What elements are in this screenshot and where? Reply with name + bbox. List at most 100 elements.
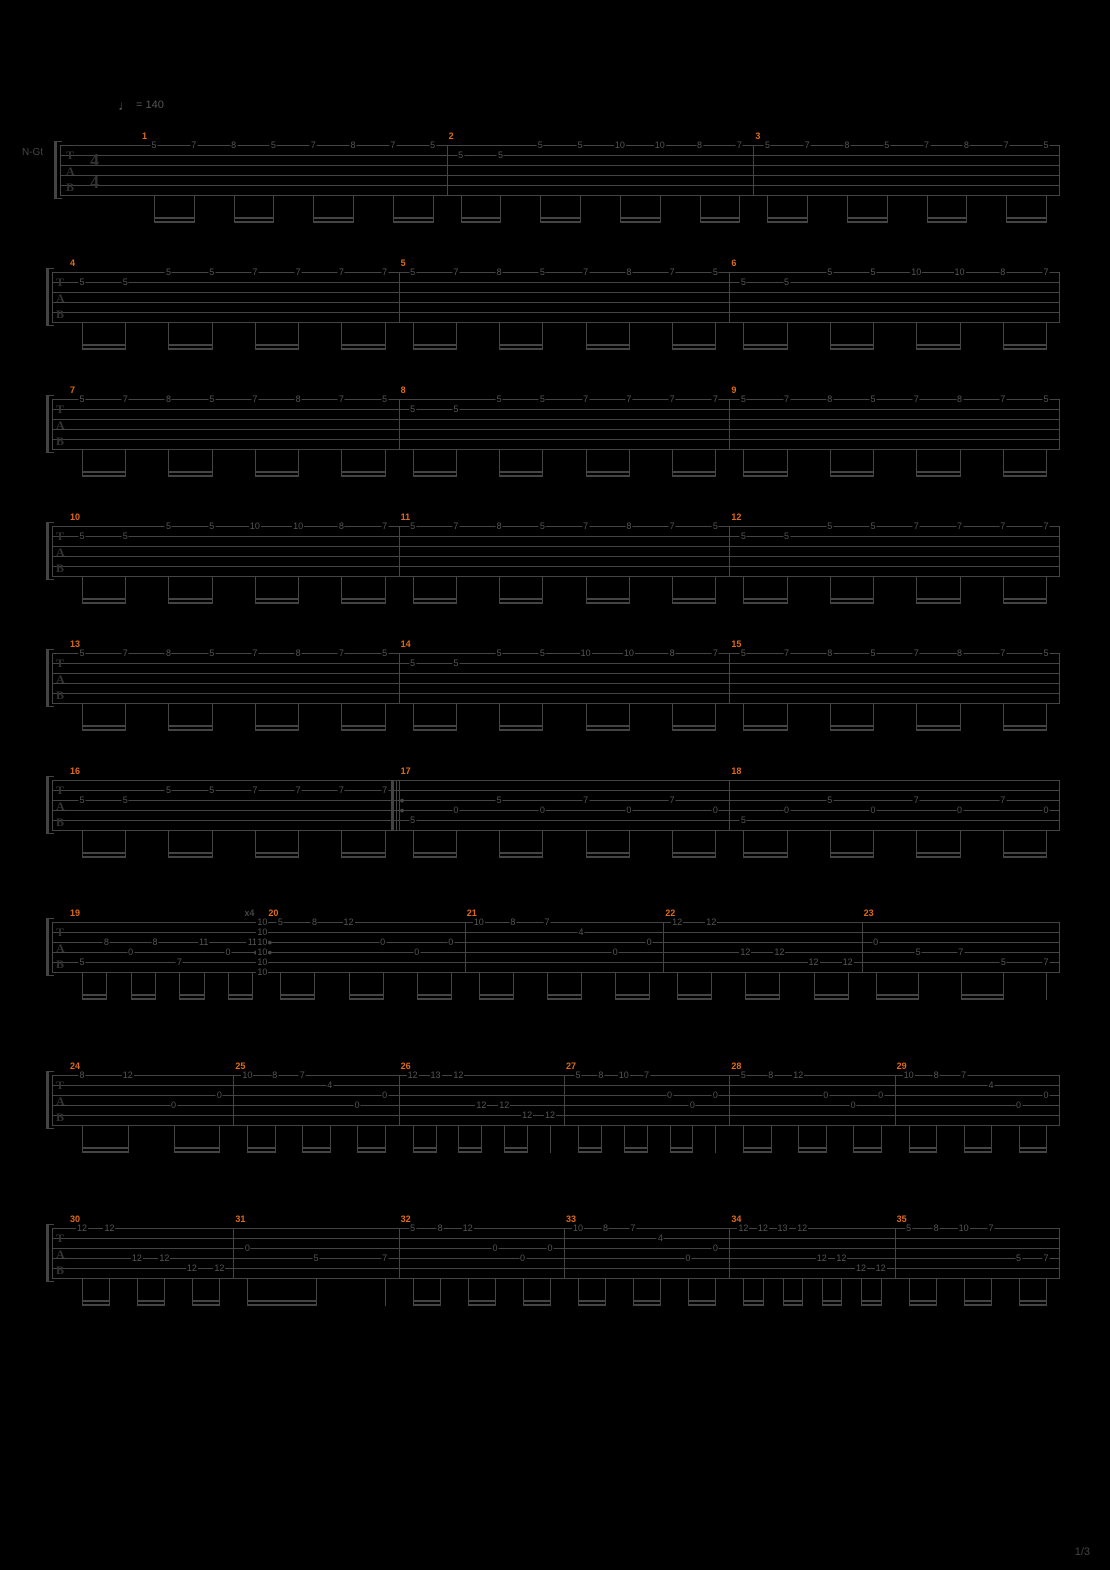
fret-number: 5 xyxy=(537,140,544,150)
beam xyxy=(830,856,874,858)
beam xyxy=(1003,856,1047,858)
beam xyxy=(393,217,434,219)
bracket-tip xyxy=(46,395,54,396)
barline xyxy=(1059,272,1060,322)
staff-line xyxy=(52,399,1060,400)
staff-line xyxy=(52,439,1060,440)
beam xyxy=(479,998,514,1000)
beam xyxy=(798,1151,826,1153)
fret-number: 8 xyxy=(103,937,110,947)
staff-line xyxy=(52,322,1060,323)
beam xyxy=(228,998,253,1000)
beam xyxy=(168,598,212,600)
barline xyxy=(729,653,730,703)
fret-number: 5 xyxy=(740,815,747,825)
fret-number: 5 xyxy=(381,648,388,658)
beam xyxy=(168,344,212,346)
fret-number: 7 xyxy=(913,394,920,404)
note-stem xyxy=(550,1125,551,1153)
bracket-tip xyxy=(46,579,54,580)
fret-number: 8 xyxy=(602,1223,609,1233)
fret-number: 5 xyxy=(574,1070,581,1080)
tab-clef-letter: A xyxy=(56,672,65,687)
fret-number: 12 xyxy=(407,1070,419,1080)
beam xyxy=(916,852,960,854)
fret-number: 7 xyxy=(295,785,302,795)
beam xyxy=(349,994,384,996)
fret-number: 7 xyxy=(251,394,258,404)
barline xyxy=(564,1075,565,1125)
beam xyxy=(743,852,787,854)
fret-number: 12 xyxy=(131,1253,143,1263)
fret-number: 10 xyxy=(903,1070,915,1080)
barline xyxy=(729,1075,730,1125)
fret-number: 8 xyxy=(597,1070,604,1080)
fret-number: 5 xyxy=(496,648,503,658)
fret-number: 8 xyxy=(496,267,503,277)
beam xyxy=(586,471,630,473)
beam xyxy=(586,852,630,854)
fret-number: 5 xyxy=(150,140,157,150)
fret-number: 12 xyxy=(462,1223,474,1233)
beam xyxy=(341,344,385,346)
system-bracket xyxy=(46,1071,49,1129)
beam xyxy=(909,1151,937,1153)
beam xyxy=(745,998,780,1000)
staff-line xyxy=(52,1258,1060,1259)
beam xyxy=(916,344,960,346)
fret-number: 0 xyxy=(712,1090,719,1100)
fret-number: 4 xyxy=(326,1080,333,1090)
tab-staff xyxy=(60,145,1060,195)
tab-clef-letter: B xyxy=(56,434,64,449)
note-stem xyxy=(715,1125,716,1153)
beam xyxy=(168,852,212,854)
tab-clef-letter: A xyxy=(66,164,75,179)
tab-clef-letter: A xyxy=(56,799,65,814)
beam xyxy=(822,1304,843,1306)
beam xyxy=(783,1300,804,1302)
fret-number: 12 xyxy=(452,1070,464,1080)
fret-number: 10 xyxy=(614,140,626,150)
beam xyxy=(1003,471,1047,473)
beam xyxy=(624,1147,648,1149)
beam xyxy=(743,725,787,727)
staff-line xyxy=(52,952,1060,953)
fret-number: 12 xyxy=(855,1263,867,1273)
measure-number: 31 xyxy=(235,1214,245,1224)
fret-number: 5 xyxy=(539,648,546,658)
staff-line xyxy=(60,185,1060,186)
barline xyxy=(52,780,53,830)
beam xyxy=(499,856,543,858)
fret-number: 5 xyxy=(1015,1253,1022,1263)
barline xyxy=(729,780,730,830)
barline xyxy=(729,526,730,576)
fret-number: 5 xyxy=(122,277,129,287)
barline xyxy=(52,1228,53,1278)
fret-number: 7 xyxy=(669,267,676,277)
measure-number: 9 xyxy=(731,385,736,395)
measure-number: 18 xyxy=(731,766,741,776)
beam xyxy=(137,1300,165,1302)
fret-number: 10 xyxy=(241,1070,253,1080)
fret-number: 7 xyxy=(625,394,632,404)
beam xyxy=(82,994,107,996)
fret-number: 5 xyxy=(826,267,833,277)
fret-number: 10 xyxy=(958,1223,970,1233)
tab-clef-letter: T xyxy=(56,275,64,290)
beam xyxy=(916,471,960,473)
measure-number: 14 xyxy=(401,639,411,649)
fret-number: 4 xyxy=(988,1080,995,1090)
measure-number: 6 xyxy=(731,258,736,268)
beam xyxy=(313,221,354,223)
bracket-tip xyxy=(46,776,54,777)
beam xyxy=(247,1147,275,1149)
staff-line xyxy=(52,820,1060,821)
fret-number: 12 xyxy=(842,957,854,967)
beam xyxy=(1003,602,1047,604)
beam xyxy=(341,598,385,600)
repeat-dot: • xyxy=(400,807,405,813)
beam xyxy=(523,1300,551,1302)
fret-number: 7 xyxy=(999,648,1006,658)
fret-number: 5 xyxy=(496,795,503,805)
beam xyxy=(341,852,385,854)
